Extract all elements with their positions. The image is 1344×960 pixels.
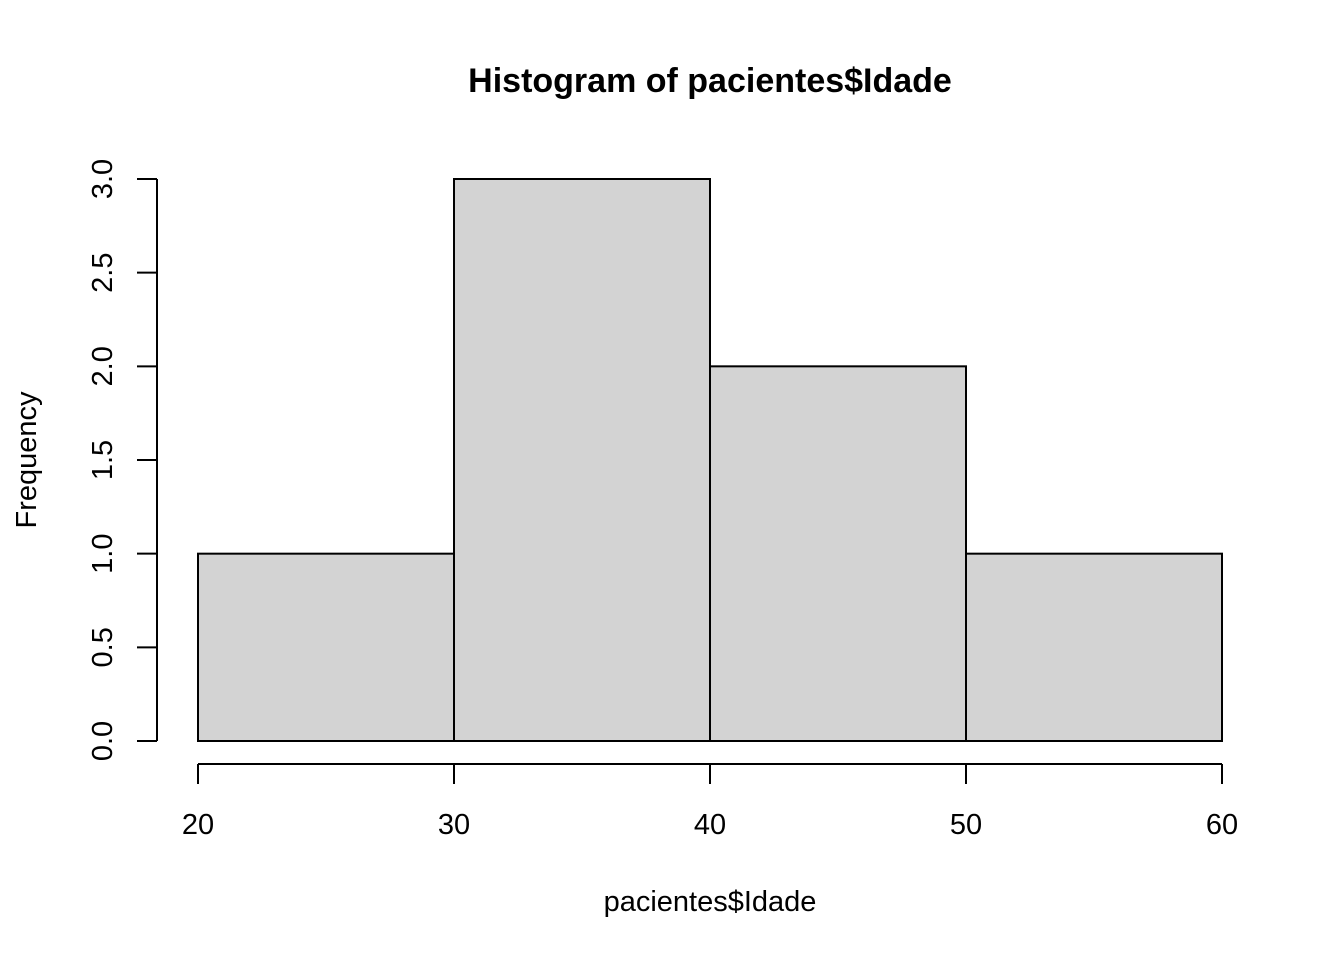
x-tick-label: 60: [1206, 809, 1238, 841]
chart-title: Histogram of pacientes$Idade: [468, 62, 952, 100]
x-axis: 20 30 40 50 60: [182, 763, 1238, 841]
x-tick-label: 40: [694, 809, 726, 841]
y-axis-label: Frequency: [11, 391, 43, 529]
y-tick-label: 3.0: [87, 159, 119, 199]
histogram-bar-3: [709, 365, 967, 742]
histogram-bar-4: [965, 552, 1223, 743]
y-axis: 0.0 0.5 1.0 1.5 2.0 2.5 3.0: [87, 159, 158, 761]
x-tick-label: 50: [950, 809, 982, 841]
histogram-bar-2: [453, 178, 711, 742]
x-tick-label: 20: [182, 809, 214, 841]
y-tick-label: 1.5: [87, 440, 119, 480]
bars-layer: [197, 178, 1223, 743]
y-tick-label: 0.5: [87, 627, 119, 667]
x-tick-label: 30: [438, 809, 470, 841]
y-tick-label: 2.0: [87, 346, 119, 386]
histogram-bar-1: [197, 552, 455, 743]
y-tick-label: 0.0: [87, 721, 119, 761]
x-axis-label: pacientes$Idade: [604, 886, 817, 918]
y-tick-label: 1.0: [87, 534, 119, 574]
y-tick-label: 2.5: [87, 253, 119, 293]
